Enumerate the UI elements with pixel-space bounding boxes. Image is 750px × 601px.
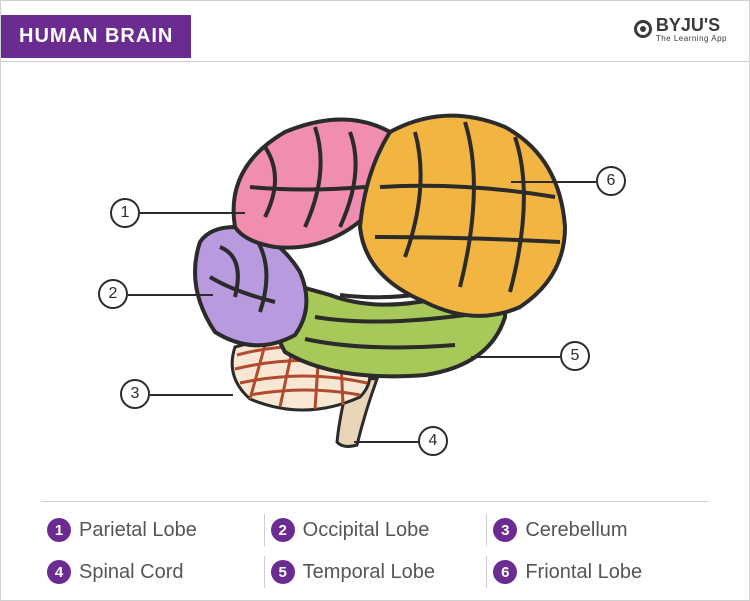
logo-tagline: The Learning App <box>656 34 727 43</box>
frontal-lobe-region <box>360 116 565 316</box>
legend-badge: 2 <box>271 518 295 542</box>
callout-number: 2 <box>109 285 118 303</box>
legend-label: Temporal Lobe <box>303 561 435 584</box>
legend-label: Occipital Lobe <box>303 519 430 542</box>
legend-item-4: 4 Spinal Cord <box>41 556 264 588</box>
legend: 1 Parietal Lobe 2 Occipital Lobe 3 Cereb… <box>1 501 749 588</box>
callout-badge-3: 3 <box>120 379 150 409</box>
callout-badge-1: 1 <box>110 198 140 228</box>
callout-number: 5 <box>571 347 580 365</box>
callout-badge-4: 4 <box>418 426 448 456</box>
callout-badge-5: 5 <box>560 341 590 371</box>
legend-badge: 1 <box>47 518 71 542</box>
legend-item-5: 5 Temporal Lobe <box>264 556 487 588</box>
legend-badge: 3 <box>493 518 517 542</box>
legend-grid: 1 Parietal Lobe 2 Occipital Lobe 3 Cereb… <box>41 514 709 588</box>
legend-badge: 5 <box>271 560 295 584</box>
brain-illustration <box>165 77 585 457</box>
callout-leader-6 <box>511 181 596 183</box>
legend-label: Cerebellum <box>525 519 627 542</box>
callout-leader-2 <box>128 294 213 296</box>
legend-label: Parietal Lobe <box>79 519 197 542</box>
legend-badge: 6 <box>493 560 517 584</box>
callout-badge-2: 2 <box>98 279 128 309</box>
logo-brand-text: BYJU'S <box>656 15 720 35</box>
brain-diagram: 1 2 3 4 5 6 <box>1 71 749 480</box>
callout-number: 4 <box>429 432 438 450</box>
legend-item-3: 3 Cerebellum <box>486 514 709 546</box>
legend-rule <box>41 501 709 502</box>
callout-number: 1 <box>121 204 130 222</box>
page-title: HUMAN BRAIN <box>1 15 191 58</box>
callout-leader-5 <box>471 356 560 358</box>
callout-badge-6: 6 <box>596 166 626 196</box>
legend-item-1: 1 Parietal Lobe <box>41 514 264 546</box>
legend-badge: 4 <box>47 560 71 584</box>
brand-logo: BYJU'S The Learning App <box>634 15 727 43</box>
callout-leader-4 <box>354 441 418 443</box>
callout-number: 3 <box>131 385 140 403</box>
callout-leader-1 <box>140 212 245 214</box>
callout-leader-3 <box>150 394 233 396</box>
legend-label: Friontal Lobe <box>525 561 642 584</box>
legend-item-2: 2 Occipital Lobe <box>264 514 487 546</box>
logo-mark-icon <box>634 20 652 38</box>
legend-item-6: 6 Friontal Lobe <box>486 556 709 588</box>
callout-number: 6 <box>607 172 616 190</box>
header-rule <box>1 61 749 62</box>
legend-label: Spinal Cord <box>79 561 184 584</box>
